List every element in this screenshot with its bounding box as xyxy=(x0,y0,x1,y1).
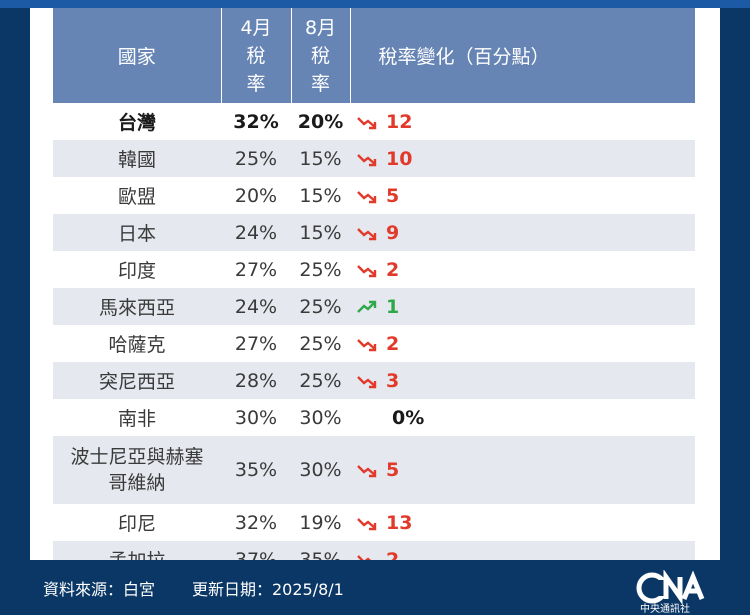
april-rate-cell: 37% xyxy=(221,541,291,560)
country-cell: 印尼 xyxy=(117,513,156,535)
table-row: 孟加拉37%35% 2 xyxy=(53,541,695,560)
april-rate-cell: 27% xyxy=(234,258,278,281)
trend-down-icon xyxy=(356,462,380,478)
country-cell: 突尼西亞 xyxy=(53,362,221,399)
table-row: 印尼 32% 19% 13 xyxy=(53,504,695,541)
tariff-table-panel[interactable]: 國家 4月 稅 率 8月 稅 率 稅率變化（百分點） 台灣 32% 20% 12 韓國 2… xyxy=(30,8,720,560)
trend-down-icon xyxy=(356,515,380,531)
trend-down-icon xyxy=(356,373,380,389)
change-cell: 5 xyxy=(350,436,695,504)
change-value: 0% xyxy=(392,406,425,429)
april-rate-cell: 20% xyxy=(234,184,278,207)
change-cell: 2 xyxy=(350,325,695,362)
table-row: 歐盟 20% 15% 5 xyxy=(53,177,695,214)
august-rate-cell: 15% xyxy=(299,184,342,207)
table-row: 哈薩克 27% 25% 2 xyxy=(53,325,695,362)
change-cell: 9 xyxy=(350,214,695,251)
country-cell: 日本 xyxy=(53,214,221,251)
header-rate-change: 稅率變化（百分點） xyxy=(349,8,695,103)
trend-down-icon xyxy=(356,336,380,352)
table-row: 南非 30% 30% 0% xyxy=(53,399,695,436)
change-cell: 5 xyxy=(350,177,695,214)
august-rate-cell: 25% xyxy=(299,332,342,355)
table-row: 台灣 32% 20% 12 xyxy=(53,103,695,140)
country-cell: 馬來西亞 xyxy=(53,288,221,325)
change-cell: 10 xyxy=(350,140,695,177)
country-cell: 歐盟 xyxy=(117,186,156,208)
change-value: 2 xyxy=(386,548,400,560)
change-cell: 12 xyxy=(350,103,695,140)
table-row: 突尼西亞 28% 25% 3 xyxy=(53,362,695,399)
country-cell: 韓國 xyxy=(53,140,221,177)
august-rate-cell: 35% xyxy=(291,541,350,560)
table-row: 日本 24% 15% 9 xyxy=(53,214,695,251)
update-date-text: 更新日期：2025/8/1 xyxy=(192,580,344,599)
change-cell: 2 xyxy=(350,541,695,560)
august-rate-cell: 19% xyxy=(299,511,342,534)
table-row: 印度 27% 25% 2 xyxy=(53,251,695,288)
april-rate-cell: 32% xyxy=(233,110,279,133)
change-cell: 2 xyxy=(350,251,695,288)
april-rate-cell: 32% xyxy=(234,511,278,534)
country-cell: 波士尼亞與赫塞 哥維納 xyxy=(53,436,221,504)
country-cell: 哈薩克 xyxy=(108,334,166,356)
august-rate-cell: 15% xyxy=(291,214,350,251)
trend-down-icon xyxy=(356,225,380,241)
august-rate-cell: 20% xyxy=(297,110,344,133)
trend-down-icon xyxy=(356,151,380,167)
change-value: 5 xyxy=(386,184,400,207)
logo-subtitle: 中央通訊社 xyxy=(640,604,690,615)
table-header-row: 國家 4月 稅 率 8月 稅 率 稅率變化（百分點） xyxy=(53,8,695,103)
change-value: 5 xyxy=(386,459,400,482)
april-rate-cell: 35% xyxy=(221,436,291,504)
change-value: 10 xyxy=(386,147,413,170)
trend-down-icon xyxy=(356,114,380,130)
august-rate-cell: 25% xyxy=(299,258,342,281)
april-rate-cell: 25% xyxy=(221,140,291,177)
april-rate-cell: 28% xyxy=(221,362,291,399)
table-row: 韓國 25% 15% 10 xyxy=(53,140,695,177)
country-cell: 孟加拉 xyxy=(53,541,221,560)
country-cell: 台灣 xyxy=(117,112,156,134)
trend-down-icon xyxy=(356,188,380,204)
april-rate-cell: 24% xyxy=(221,214,291,251)
change-value: 13 xyxy=(386,511,413,534)
august-rate-cell: 30% xyxy=(291,436,350,504)
change-cell: 3 xyxy=(350,362,695,399)
change-cell: 1 xyxy=(350,288,695,325)
country-cell: 印度 xyxy=(117,260,156,282)
country-cell: 南非 xyxy=(117,408,156,430)
change-value: 2 xyxy=(386,332,400,355)
table-row: 馬來西亞 24% 25% 1 xyxy=(53,288,695,325)
header-april-rate: 4月 稅 率 xyxy=(220,8,291,103)
change-value: 12 xyxy=(386,110,413,133)
source-text: 資料來源：白宮 xyxy=(43,580,156,599)
august-rate-cell: 15% xyxy=(291,140,350,177)
change-cell: 13 xyxy=(350,504,695,541)
tariff-table: 國家 4月 稅 率 8月 稅 率 稅率變化（百分點） 台灣 32% 20% 12 韓國 2… xyxy=(53,8,695,560)
change-value: 9 xyxy=(386,221,400,244)
change-value: 2 xyxy=(386,258,400,281)
april-rate-cell: 24% xyxy=(221,288,291,325)
april-rate-cell: 30% xyxy=(234,406,278,429)
august-rate-cell: 25% xyxy=(291,362,350,399)
trend-up-icon xyxy=(356,299,380,315)
cna-logo xyxy=(636,570,705,605)
august-rate-cell: 25% xyxy=(291,288,350,325)
change-cell: 0% xyxy=(350,399,695,436)
header-country: 國家 xyxy=(53,8,221,103)
change-value: 3 xyxy=(386,369,400,392)
header-august-rate: 8月 稅 率 xyxy=(290,8,350,103)
trend-down-icon xyxy=(356,552,380,560)
top-accent-bar xyxy=(0,0,750,8)
footer-bar: 資料來源：白宮 更新日期：2025/8/1 中央通訊社 xyxy=(0,560,750,615)
august-rate-cell: 30% xyxy=(299,406,342,429)
change-value: 1 xyxy=(386,295,400,318)
table-row: 波士尼亞與赫塞 哥維納 35% 30% 5 xyxy=(53,436,695,504)
april-rate-cell: 27% xyxy=(234,332,278,355)
trend-down-icon xyxy=(356,262,380,278)
